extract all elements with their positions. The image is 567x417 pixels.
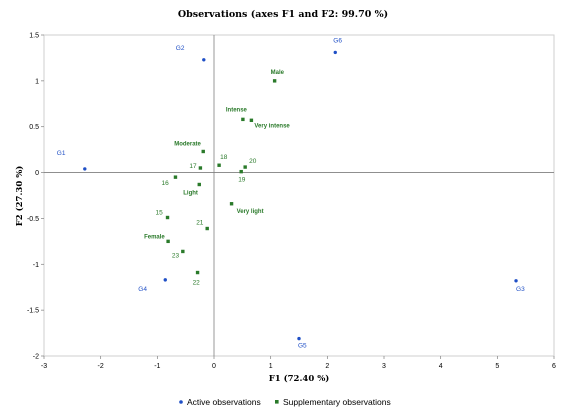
point-g5	[297, 336, 301, 341]
x-tick-label: 6	[552, 363, 556, 370]
label-g4: G4	[138, 286, 147, 293]
point-moderate	[201, 149, 205, 154]
label-21: 21	[196, 220, 204, 227]
label-22: 22	[193, 280, 201, 287]
point-15	[165, 215, 170, 220]
x-tick-label: 5	[495, 363, 499, 370]
x-axis-title: F1 (72.40 %)	[269, 373, 330, 384]
legend-label-active: Active observations	[187, 397, 261, 407]
label-23: 23	[172, 252, 180, 259]
label-16: 16	[161, 180, 169, 187]
y-tick-label: -2	[33, 354, 39, 361]
point-g1	[83, 167, 87, 171]
point-intense	[241, 117, 245, 122]
label-female: Female	[144, 234, 165, 240]
point-16	[173, 175, 178, 179]
label-g2: G2	[176, 45, 185, 52]
y-tick-label: -1.5	[27, 308, 39, 315]
axes-layer	[44, 35, 554, 356]
point-g4	[163, 278, 167, 282]
label-18: 18	[220, 154, 228, 161]
point-male	[272, 79, 277, 83]
legend-label-supplementary: Supplementary observations	[283, 397, 391, 407]
point-22	[195, 270, 200, 275]
point-17	[198, 166, 203, 170]
label-g6: G6	[333, 37, 342, 44]
x-tick-label: 3	[382, 363, 386, 370]
tick-labels: -3 -2 -1 0 1 2 3 4 5 6-2-1.5-1-0.500.511.5	[27, 33, 556, 371]
x-tick-label: 0	[212, 363, 216, 370]
y-tick-label: 1.5	[29, 33, 39, 40]
y-tick-label: -0.5	[27, 216, 39, 223]
chart-title: Observations (axes F1 and F2: 99.70 %)	[178, 9, 388, 20]
label-very-light: Very light	[237, 209, 264, 215]
x-tick-label: 4	[439, 363, 443, 370]
data-points	[83, 50, 518, 341]
plot-frame	[43, 34, 555, 357]
label-very-intense: Very intense	[254, 123, 290, 129]
y-tick-label: 1	[35, 78, 39, 85]
legend: Active observations Supplementary observ…	[179, 397, 391, 407]
label-intense: Intense	[226, 107, 248, 113]
label-20: 20	[249, 158, 257, 165]
point-18	[217, 163, 221, 167]
label-19: 19	[238, 177, 246, 184]
point-light	[197, 182, 201, 187]
point-very-light	[229, 202, 234, 206]
label-light: Light	[183, 190, 198, 196]
y-axis-title: F2 (27.30 %)	[14, 166, 25, 227]
label-15: 15	[156, 210, 164, 217]
data-labels: G1 G2 G3 G4 G5 G6 Male Intense Very intense Moder…	[57, 37, 525, 349]
label-17: 17	[189, 163, 197, 170]
point-female	[166, 239, 170, 244]
x-tick-label: -2	[98, 363, 104, 370]
y-tick-label: 0.5	[29, 124, 39, 131]
x-tick-label: -1	[154, 363, 160, 370]
label-g5: G5	[298, 343, 307, 350]
y-tick-label: -1	[33, 262, 39, 269]
point-very-intense	[249, 118, 254, 122]
x-tick-label: -3	[41, 363, 47, 370]
point-23	[181, 249, 185, 254]
point-20	[243, 165, 247, 169]
legend-marker-supplementary	[275, 400, 279, 404]
point-g3	[514, 279, 518, 283]
point-21	[205, 226, 209, 231]
label-moderate: Moderate	[174, 141, 201, 147]
point-g6	[333, 50, 337, 55]
x-tick-label: 1	[269, 363, 273, 370]
legend-marker-active	[179, 400, 183, 404]
label-g3: G3	[516, 286, 525, 293]
x-tick-label: 2	[325, 363, 329, 370]
point-g2	[202, 58, 206, 62]
label-male: Male	[271, 70, 285, 76]
point-19	[239, 169, 243, 174]
label-g1: G1	[57, 150, 66, 157]
y-tick-label: 0	[35, 170, 39, 177]
